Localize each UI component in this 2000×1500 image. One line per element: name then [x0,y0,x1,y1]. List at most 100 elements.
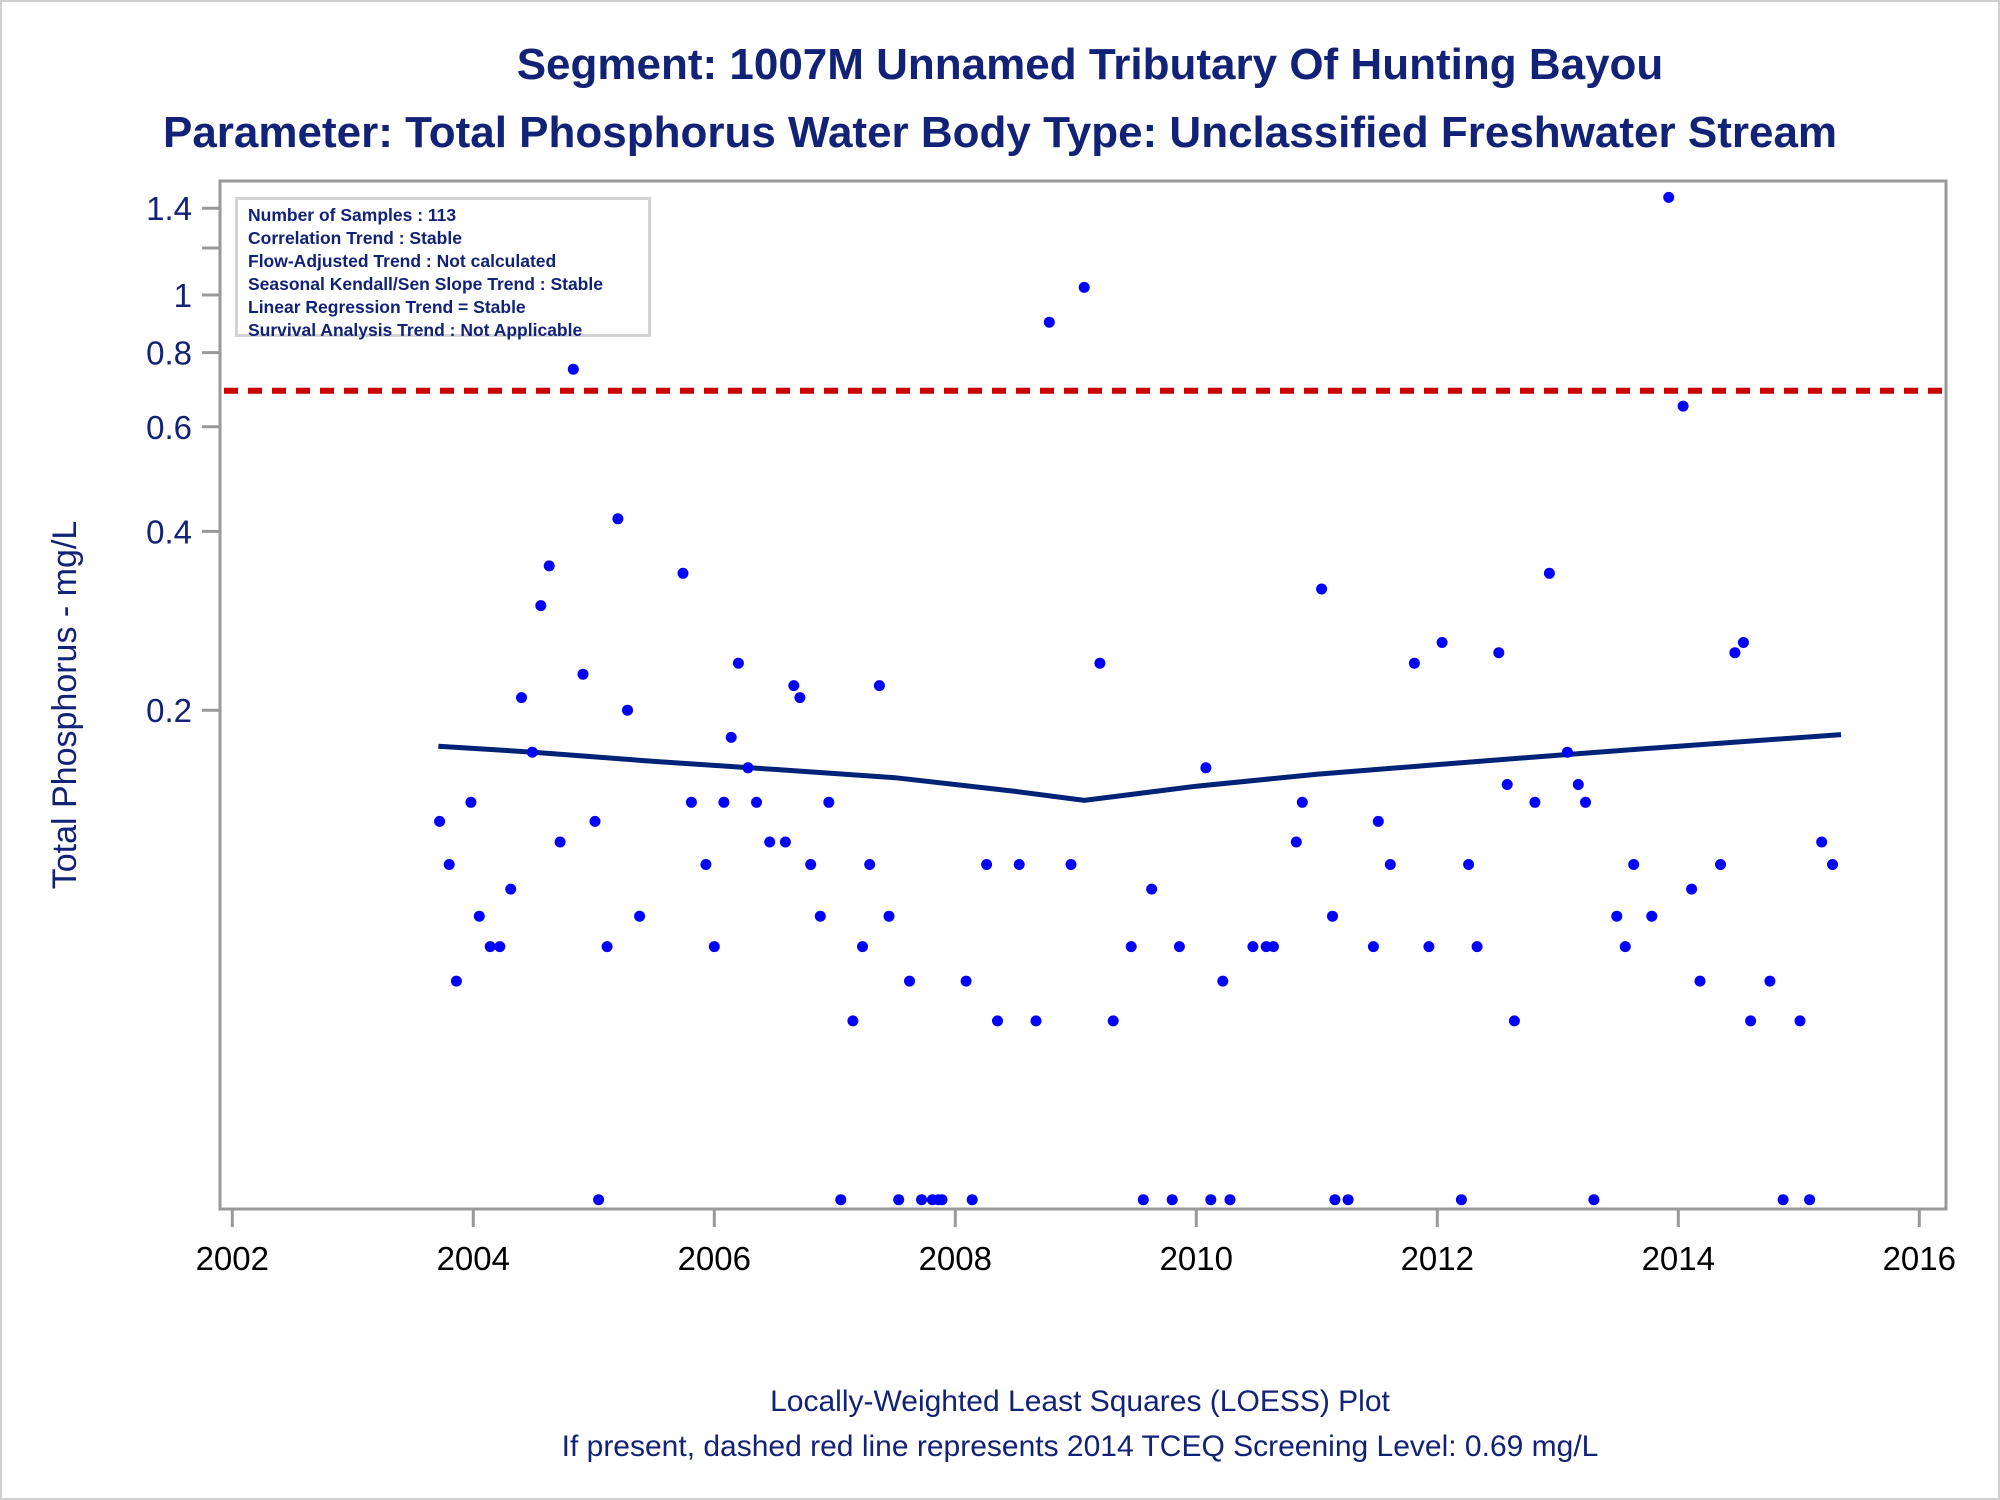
data-point [567,363,579,375]
data-point [494,941,506,953]
data-point [1686,883,1698,895]
data-point [1501,779,1513,790]
y-tick-label: 1 [174,277,192,314]
data-point [847,1015,859,1027]
x-tick-label: 2006 [678,1240,751,1277]
x-axis: 2002 2004 2006 2008 2010 2012 2014 2016 [196,1209,1956,1277]
data-point [1694,975,1706,987]
data-point [1078,281,1090,293]
y-tick-label: 0.6 [146,409,192,446]
data-point [1173,941,1185,953]
data-point [1205,1194,1217,1206]
data-point [1715,859,1726,870]
y-tick-label: 1.4 [146,190,192,227]
data-point [1764,975,1776,987]
data-point [1316,583,1328,595]
legend-line-linear-regression: Linear Regression Trend = Stable [248,297,526,317]
data-point [794,692,806,704]
data-point [1529,796,1541,808]
data-point [1493,647,1505,659]
data-point [1423,941,1435,953]
x-tick-label: 2016 [1883,1240,1956,1277]
data-point [1200,762,1212,774]
y-axis-label: Total Phosphorus - mg/L [46,521,84,890]
chart-title: Segment: 1007M Unnamed Tributary Of Hunt… [516,40,1664,89]
x-tick-label: 2004 [437,1240,510,1277]
data-point [1384,859,1396,870]
data-point [685,796,697,808]
data-point [835,1194,847,1206]
data-point [742,762,754,774]
data-point [1107,1015,1119,1027]
data-point [1619,941,1631,953]
data-point [484,941,496,953]
data-point [751,796,762,808]
data-point [1677,400,1689,412]
data-point [1436,637,1448,648]
data-point [1646,910,1658,922]
data-point [1146,883,1158,895]
y-tick-label: 0.8 [146,335,192,372]
trend-legend-box: Number of Samples : 113 Correlation Tren… [235,197,651,340]
data-point [589,815,601,827]
plot-area [218,179,1948,1211]
data-point [554,836,566,848]
data-point [434,815,446,827]
data-point [1455,1194,1467,1206]
data-point [1777,1194,1789,1206]
footnote-loess: Locally-Weighted Least Squares (LOESS) P… [770,1385,1390,1418]
data-point [1611,910,1623,922]
data-point [1408,657,1420,669]
data-point [1137,1194,1149,1206]
data-point [1342,1194,1354,1206]
data-point [1663,191,1675,203]
data-point [1543,567,1555,579]
data-point [1794,1015,1806,1027]
data-point [764,836,776,848]
data-point [916,1194,928,1206]
legend-line-seasonal-kendall: Seasonal Kendall/Sen Slope Trend : Stabl… [248,274,603,294]
legend-line-correlation: Correlation Trend : Stable [248,228,462,248]
data-point [1296,796,1308,808]
data-point [1827,859,1838,870]
data-point [732,657,744,669]
footnote-screening: If present, dashed red line represents 2… [561,1430,1599,1463]
data-point [1580,796,1591,808]
data-point [814,910,826,922]
data-point [1267,941,1279,953]
data-point [1065,859,1077,870]
data-point [535,600,547,612]
y-tick-label: 0.4 [146,513,192,550]
x-tick-label: 2010 [1160,1240,1233,1277]
data-point [1628,859,1640,870]
data-point [1804,1194,1816,1206]
data-point [677,567,689,579]
data-point [893,1194,905,1206]
data-point [725,731,737,743]
data-point [612,513,624,525]
data-point [1588,1194,1600,1206]
data-point [1572,779,1584,790]
data-point [1508,1015,1520,1027]
data-point [1463,859,1475,870]
data-point [1816,836,1828,848]
data-point [823,796,835,808]
data-point [960,975,972,987]
data-point [465,796,477,808]
data-point [1224,1194,1236,1206]
data-point [443,859,455,870]
data-point [1561,746,1573,758]
data-point [708,941,720,953]
data-point [992,1015,1003,1027]
data-point [526,746,538,758]
data-point [1290,836,1302,848]
data-point [601,941,613,953]
data-point [779,836,791,848]
legend-line-flow-adjusted: Flow-Adjusted Trend : Not calculated [248,251,557,271]
data-point [873,680,885,692]
data-point [966,1194,978,1206]
y-axis: 0.2 0.4 0.6 0.8 1 1.4 [146,190,220,729]
data-point [1013,859,1025,870]
